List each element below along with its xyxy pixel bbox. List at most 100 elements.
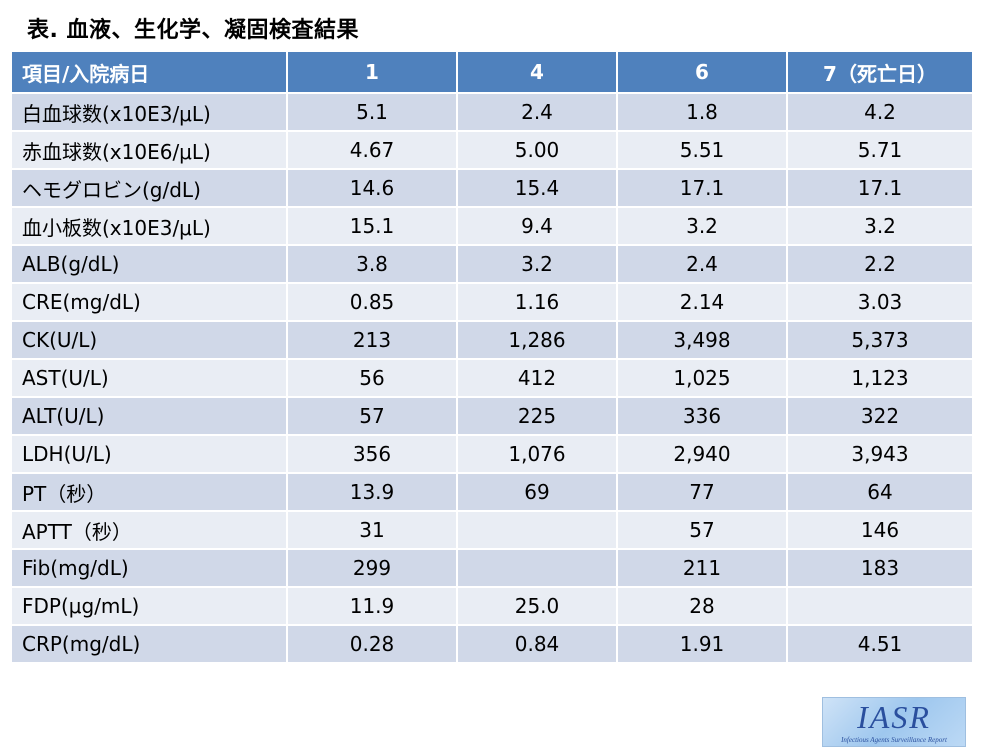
table-row: CK(U/L) 213 1,286 3,498 5,373 [10, 320, 974, 360]
table-cell: 0.84 [456, 624, 618, 664]
table-row: LDH(U/L) 356 1,076 2,940 3,943 [10, 434, 974, 474]
table-cell: 5,373 [786, 320, 974, 360]
table-cell: 4.67 [286, 130, 458, 170]
table-cell: 1.8 [616, 92, 788, 132]
table-cell: 77 [616, 472, 788, 512]
table-cell: 2.2 [786, 244, 974, 284]
row-label: 赤血球数(x10E6/μL) [10, 130, 288, 170]
table-cell: 31 [286, 510, 458, 550]
table-cell: 28 [616, 586, 788, 626]
table-cell: 211 [616, 548, 788, 588]
table-cell: 3.8 [286, 244, 458, 284]
table-row: ALB(g/dL) 3.8 3.2 2.4 2.2 [10, 244, 974, 284]
header-item-day: 項目/入院病日 [10, 50, 288, 94]
iasr-logo-subtitle: Infectious Agents Surveillance Report [841, 736, 947, 744]
table-row: FDP(μg/mL) 11.9 25.0 28 [10, 586, 974, 626]
table-row: APTT（秒） 31 57 146 [10, 510, 974, 550]
table-row: ヘモグロビン(g/dL) 14.6 15.4 17.1 17.1 [10, 168, 974, 208]
row-label: PT（秒） [10, 472, 288, 512]
table-cell: 2,940 [616, 434, 788, 474]
row-label: FDP(μg/mL) [10, 586, 288, 626]
header-day-7-death: 7（死亡日） [786, 50, 974, 94]
table-cell: 64 [786, 472, 974, 512]
row-label: LDH(U/L) [10, 434, 288, 474]
table-cell: 1,286 [456, 320, 618, 360]
table-row: 血小板数(x10E3/μL) 15.1 9.4 3.2 3.2 [10, 206, 974, 246]
table-cell: 356 [286, 434, 458, 474]
row-label: AST(U/L) [10, 358, 288, 398]
header-day-1: 1 [286, 50, 458, 94]
table-header-row: 項目/入院病日 1 4 6 7（死亡日） [10, 50, 974, 94]
table-cell: 14.6 [286, 168, 458, 208]
row-label: 血小板数(x10E3/μL) [10, 206, 288, 246]
table-cell: 225 [456, 396, 618, 436]
row-label: ALB(g/dL) [10, 244, 288, 284]
table-cell: 299 [286, 548, 458, 588]
table-cell: 1.16 [456, 282, 618, 322]
table-cell: 2.4 [456, 92, 618, 132]
table-cell [456, 510, 618, 550]
table-cell: 11.9 [286, 586, 458, 626]
table-cell: 0.85 [286, 282, 458, 322]
table-cell: 2.14 [616, 282, 788, 322]
table-cell: 1.91 [616, 624, 788, 664]
table-row: Fib(mg/dL) 299 211 183 [10, 548, 974, 588]
table-cell: 17.1 [786, 168, 974, 208]
table-cell: 4.2 [786, 92, 974, 132]
table-cell: 15.4 [456, 168, 618, 208]
table-cell: 5.00 [456, 130, 618, 170]
table-cell: 3.2 [616, 206, 788, 246]
iasr-logo-text: IASR [857, 699, 931, 735]
table-row: CRE(mg/dL) 0.85 1.16 2.14 3.03 [10, 282, 974, 322]
table-cell: 3.2 [786, 206, 974, 246]
table-cell: 9.4 [456, 206, 618, 246]
lab-results-table: 項目/入院病日 1 4 6 7（死亡日） 白血球数(x10E3/μL) 5.1 … [10, 50, 974, 664]
table-cell [786, 586, 974, 626]
table-cell [456, 548, 618, 588]
table-cell: 5.1 [286, 92, 458, 132]
table-cell: 69 [456, 472, 618, 512]
table-cell: 56 [286, 358, 458, 398]
table-cell: 3,943 [786, 434, 974, 474]
table-row: 赤血球数(x10E6/μL) 4.67 5.00 5.51 5.71 [10, 130, 974, 170]
row-label: 白血球数(x10E3/μL) [10, 92, 288, 132]
table-cell: 1,123 [786, 358, 974, 398]
row-label: CRP(mg/dL) [10, 624, 288, 664]
row-label: ALT(U/L) [10, 396, 288, 436]
table-cell: 336 [616, 396, 788, 436]
table-cell: 146 [786, 510, 974, 550]
table-cell: 412 [456, 358, 618, 398]
header-day-6: 6 [616, 50, 788, 94]
row-label: APTT（秒） [10, 510, 288, 550]
table-cell: 57 [286, 396, 458, 436]
table-cell: 25.0 [456, 586, 618, 626]
table-cell: 4.51 [786, 624, 974, 664]
row-label: CRE(mg/dL) [10, 282, 288, 322]
row-label: CK(U/L) [10, 320, 288, 360]
iasr-logo: IASR Infectious Agents Surveillance Repo… [822, 697, 966, 747]
table-cell: 1,076 [456, 434, 618, 474]
table-row: ALT(U/L) 57 225 336 322 [10, 396, 974, 436]
table-cell: 0.28 [286, 624, 458, 664]
table-cell: 1,025 [616, 358, 788, 398]
table-cell: 3,498 [616, 320, 788, 360]
table-cell: 183 [786, 548, 974, 588]
page-title: 表. 血液、生化学、凝固検査結果 [27, 18, 360, 43]
table-row: CRP(mg/dL) 0.28 0.84 1.91 4.51 [10, 624, 974, 664]
table-cell: 13.9 [286, 472, 458, 512]
table-cell: 322 [786, 396, 974, 436]
header-day-4: 4 [456, 50, 618, 94]
table-cell: 2.4 [616, 244, 788, 284]
table-cell: 17.1 [616, 168, 788, 208]
table-row: 白血球数(x10E3/μL) 5.1 2.4 1.8 4.2 [10, 92, 974, 132]
table-cell: 5.71 [786, 130, 974, 170]
table-cell: 3.2 [456, 244, 618, 284]
table-cell: 3.03 [786, 282, 974, 322]
table-row: AST(U/L) 56 412 1,025 1,123 [10, 358, 974, 398]
table-cell: 57 [616, 510, 788, 550]
row-label: Fib(mg/dL) [10, 548, 288, 588]
table-cell: 213 [286, 320, 458, 360]
table-row: PT（秒） 13.9 69 77 64 [10, 472, 974, 512]
row-label: ヘモグロビン(g/dL) [10, 168, 288, 208]
table-cell: 15.1 [286, 206, 458, 246]
